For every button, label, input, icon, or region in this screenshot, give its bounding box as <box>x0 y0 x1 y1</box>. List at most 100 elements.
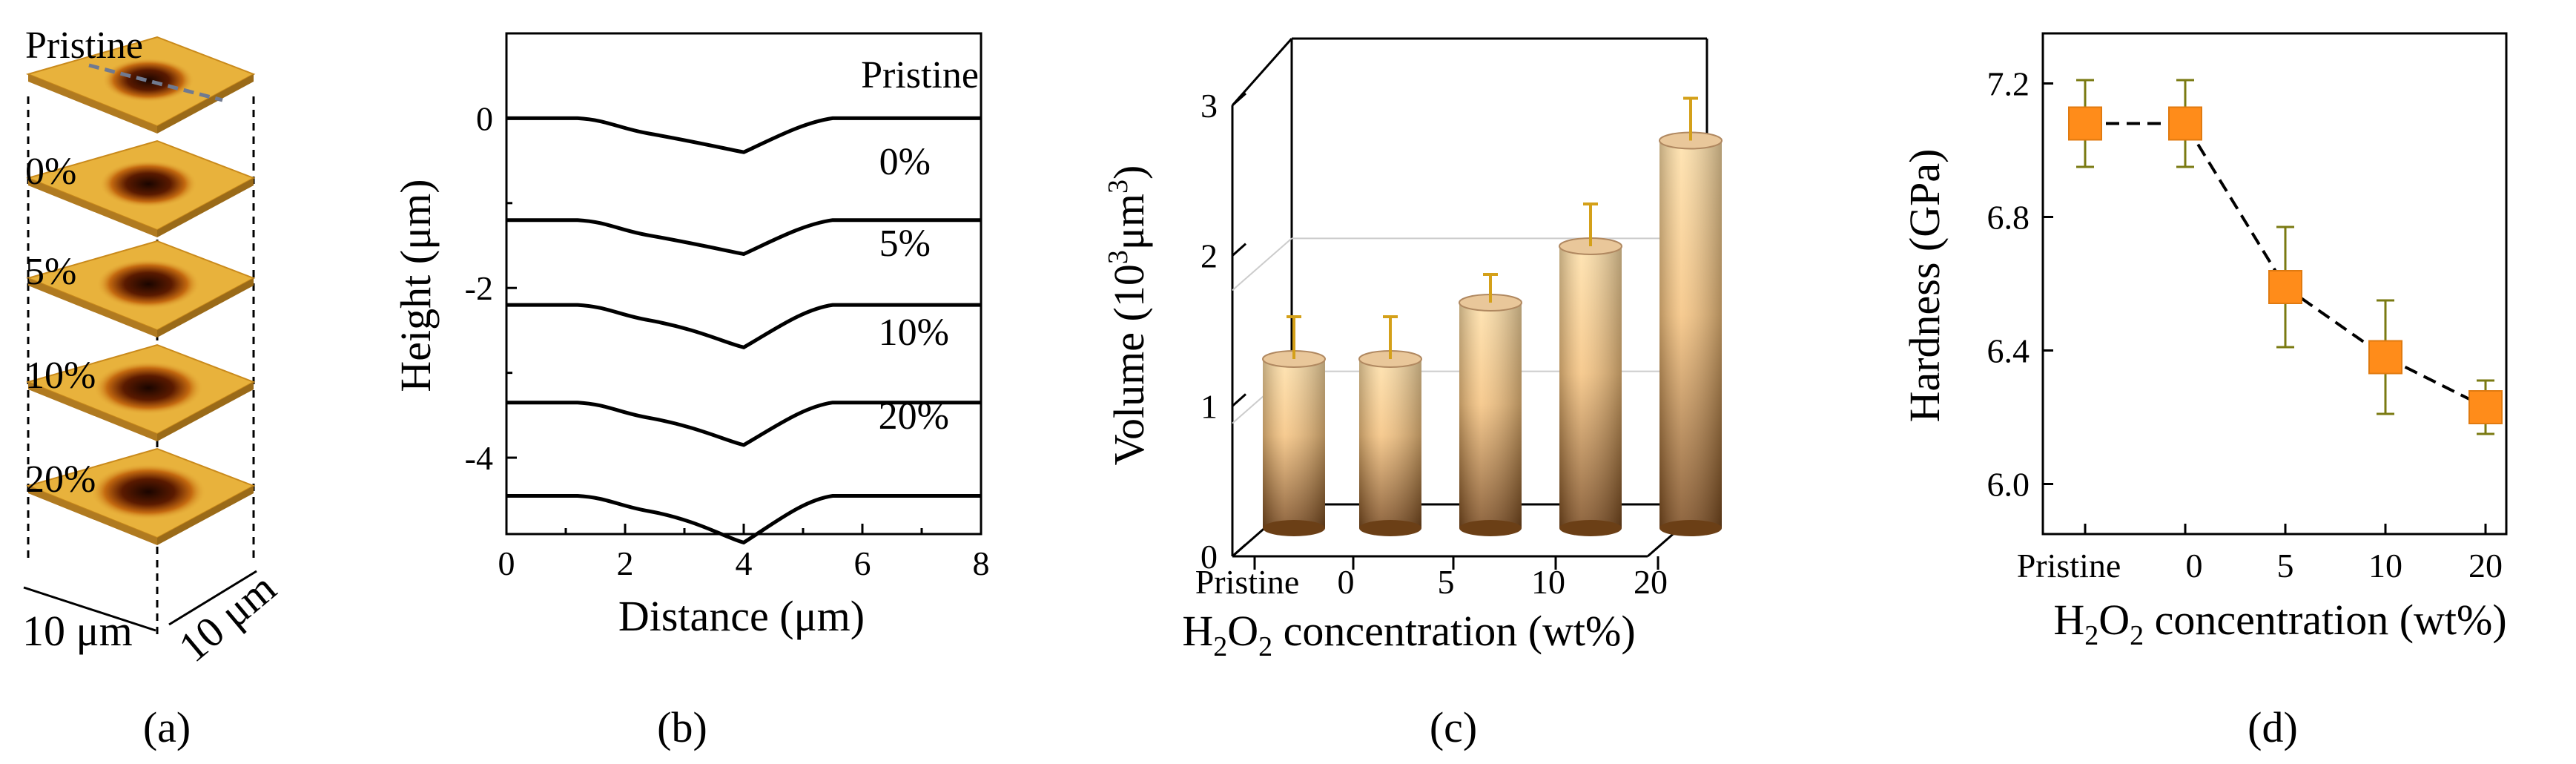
b-x-tick-label: 0 <box>498 544 515 582</box>
panel-letter-c: (c) <box>1430 703 1477 751</box>
c-x-tick-label: 5 <box>1438 563 1455 601</box>
afm-indent-pit <box>96 259 200 309</box>
c-y-tick-label: 2 <box>1201 237 1218 275</box>
b-x-tick-label: 4 <box>736 544 753 582</box>
c-x-label-part: O <box>1227 607 1258 655</box>
c-bar-base <box>1359 520 1421 536</box>
c-x-tick-label: 20 <box>1634 563 1668 601</box>
b-y-tick-label: -2 <box>465 269 493 307</box>
panel-letter-d: (d) <box>2248 703 2298 751</box>
c-x-tick-label: 10 <box>1531 563 1565 601</box>
d-x-label-part: H <box>2053 596 2084 644</box>
c-y-label-part: Volume (10 <box>1105 264 1153 465</box>
b-axes-frame <box>505 32 982 536</box>
afm-indent-pit <box>93 361 203 415</box>
d-axes-frame <box>2041 32 2508 536</box>
afm-map-edge <box>157 278 254 337</box>
c-x-tick-label: 0 <box>1338 563 1355 601</box>
c-y-label-part: ) <box>1105 165 1153 180</box>
afm-scale-y-label: 10 μm <box>170 564 285 671</box>
c-gridline-side <box>1232 237 1292 292</box>
d-y-tick-label: 7.2 <box>1987 65 2030 103</box>
afm-map-label: Pristine <box>25 24 143 67</box>
c-y-tick-label: 1 <box>1201 387 1218 425</box>
afm-map-edge <box>157 74 254 134</box>
b-curve-label: 5% <box>879 223 931 265</box>
afm-indent-pit <box>102 58 194 102</box>
c-bar-shade <box>1459 303 1522 528</box>
afm-map-label: 5% <box>25 251 76 293</box>
c-bar-shade <box>1559 246 1622 528</box>
c-bar-shade <box>1359 359 1421 528</box>
c-y-tick-label: 3 <box>1201 87 1218 125</box>
d-x-tick-label: 10 <box>2368 547 2402 584</box>
afm-scale-x-arrow <box>23 586 156 632</box>
d-x-label-sub: 2 <box>2130 620 2144 651</box>
d-y-label: Hardness (GPa) <box>1900 149 1949 423</box>
d-x-tick-label: 5 <box>2277 547 2294 584</box>
afm-map-edge <box>157 486 254 545</box>
panel-d-hardness: 6.0 6.4 6.8 7.2 Pristine 0 5 10 20 Hardness (GPa… <box>1900 32 2508 651</box>
b-x-tick-label: 2 <box>617 544 634 582</box>
c-y-tick <box>1232 92 1246 107</box>
c-x-label-sub: 2 <box>1213 631 1227 662</box>
c-y-label: Volume (103μm3) <box>1103 165 1153 466</box>
afm-indent-pit <box>99 160 197 208</box>
c-bar-shade <box>1659 140 1722 528</box>
afm-map-label: 10% <box>25 355 96 397</box>
c-x-label: H2O2 concentration (wt%) <box>1182 607 1635 662</box>
afm-map-edge <box>28 382 157 441</box>
c-y-label-sup: 3 <box>1103 180 1134 194</box>
afm-map-edge <box>28 74 157 134</box>
afm-scale-x-label: 10 μm <box>22 607 133 655</box>
c-x-tick-label: Pristine <box>1195 563 1300 601</box>
c-x-label-part: concentration (wt%) <box>1272 607 1636 655</box>
d-x-label-sub: 2 <box>2084 620 2098 651</box>
c-bar-shade <box>1263 359 1325 528</box>
c-y-tick-label: 0 <box>1201 538 1218 576</box>
d-x-tick-label: 0 <box>2186 547 2203 584</box>
d-x-label-part: O <box>2098 596 2130 644</box>
d-y-tick-label: 6.0 <box>1987 466 2030 504</box>
b-curve-label: Pristine <box>861 54 979 96</box>
c-y-tick <box>1232 543 1246 558</box>
b-profile-curve <box>506 303 981 349</box>
d-x-tick-label: 20 <box>2468 547 2503 584</box>
d-data-marker <box>2268 270 2302 304</box>
d-y-tick-label: 6.4 <box>1987 332 2030 370</box>
c-bar-base <box>1659 520 1722 536</box>
afm-map-edge <box>28 178 157 237</box>
panel-letter-a: (a) <box>143 703 191 751</box>
b-y-tick-label: -4 <box>465 439 493 477</box>
b-curve-label: 0% <box>879 141 931 183</box>
afm-indent-pit <box>90 464 206 520</box>
d-data-marker <box>2068 106 2102 141</box>
b-profile-curve <box>506 116 981 154</box>
c-bar-base <box>1459 520 1522 536</box>
b-curve-label: 20% <box>879 395 949 438</box>
afm-map-label: 0% <box>25 151 76 193</box>
c-x-label-sub: 2 <box>1258 631 1272 662</box>
d-data-marker <box>2468 390 2503 424</box>
afm-scale-y-arrow <box>168 570 257 626</box>
c-y-tick <box>1232 393 1246 407</box>
c-y-label-sup: 3 <box>1103 250 1134 264</box>
d-y-tick-label: 6.8 <box>1987 199 2030 237</box>
panel-a-afm-stack: Pristine 0% 5% 10% 20% 10 μm 10 μm <box>22 24 285 671</box>
b-profile-curve <box>506 494 981 545</box>
c-bar-base <box>1263 520 1325 536</box>
panel-letter-b: (b) <box>657 703 707 751</box>
b-curve-label: 10% <box>879 312 949 354</box>
c-bar-base <box>1559 520 1622 536</box>
d-x-tick-label: Pristine <box>2017 547 2121 584</box>
b-profile-curve <box>506 401 981 447</box>
b-x-label: Distance (μm) <box>618 592 865 640</box>
d-data-marker <box>2168 106 2202 141</box>
afm-profile-line <box>88 63 223 102</box>
c-top-left-edge <box>1231 38 1293 106</box>
d-data-marker <box>2368 340 2402 375</box>
d-x-label: H2O2 concentration (wt%) <box>2053 596 2506 651</box>
afm-map-label: 20% <box>25 458 96 501</box>
afm-map-edge <box>28 486 157 545</box>
